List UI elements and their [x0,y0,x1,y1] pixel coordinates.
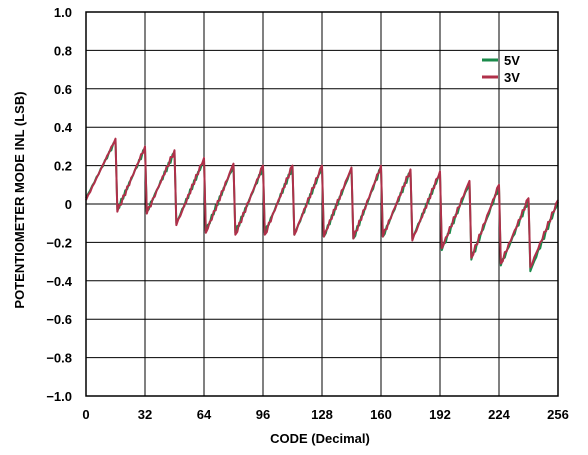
plot-border [85,11,559,397]
x-tick-label: 64 [197,407,212,422]
legend-label-5v: 5V [504,53,520,68]
y-tick-label: −0.2 [46,235,72,250]
y-tick-label: 0.6 [54,82,72,97]
x-tick-label: 128 [311,407,333,422]
x-axis-title: CODE (Decimal) [270,431,370,446]
y-tick-label: 1.0 [54,5,72,20]
y-tick-label: 0.4 [54,120,73,135]
plot-frame [85,11,559,397]
x-tick-label: 192 [429,407,451,422]
y-tick-label: 0 [65,197,72,212]
y-axis-title: POTENTIOMETER MODE INL (LSB) [12,91,27,308]
x-tick-label: 0 [82,407,89,422]
y-tick-label: −0.4 [46,274,72,289]
legend-label-3v: 3V [504,70,520,85]
x-tick-labels: 0 32 64 96 128 160 192 224 256 [82,407,568,422]
y-tick-label: 0.8 [54,43,72,58]
y-tick-label: −1.0 [46,389,72,404]
series-line-3v [85,137,559,269]
x-tick-label: 256 [547,407,569,422]
y-tick-label: 0.2 [54,159,72,174]
x-tick-label: 224 [488,407,510,422]
y-tick-label: −0.6 [46,312,72,327]
series-layer [85,137,559,273]
x-tick-label: 32 [138,407,152,422]
y-tick-labels: 1.0 0.8 0.6 0.4 0.2 0 −0.2 −0.4 −0.6 −0.8 −1.0 [46,5,72,404]
x-tick-label: 160 [370,407,392,422]
x-tick-label: 96 [256,407,270,422]
y-tick-label: −0.8 [46,351,72,366]
